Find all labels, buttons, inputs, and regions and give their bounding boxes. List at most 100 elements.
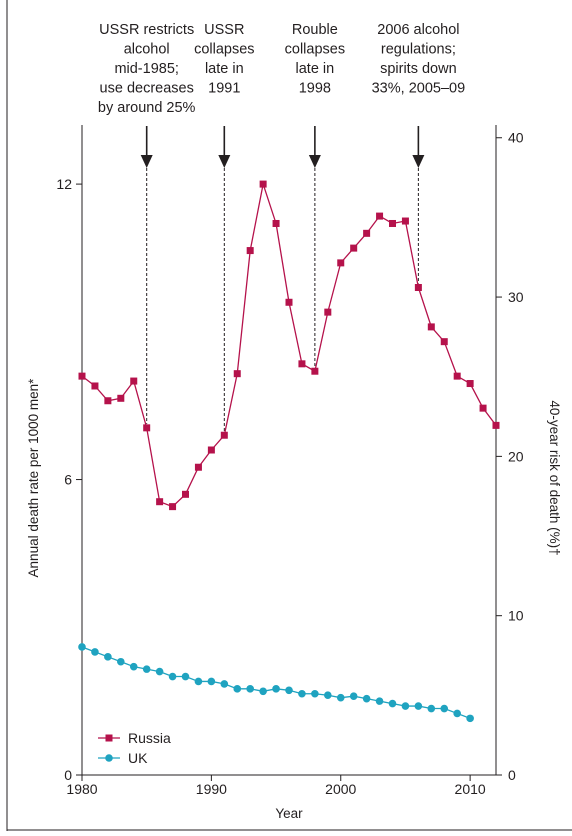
legend-uk-marker bbox=[105, 754, 113, 762]
annotation-label-line: mid-1985; bbox=[114, 61, 178, 77]
russia-data-point bbox=[376, 212, 384, 220]
russia-data-point bbox=[182, 490, 189, 498]
annotation-label-line: collapses bbox=[194, 42, 254, 58]
uk-data-point bbox=[466, 714, 474, 723]
y-left-tick-label: 6 bbox=[64, 472, 72, 488]
axes-layer bbox=[81, 125, 497, 776]
uk-data-point bbox=[453, 709, 461, 718]
uk-data-point bbox=[414, 702, 423, 710]
russia-data-point bbox=[298, 360, 306, 368]
russia-data-point bbox=[233, 370, 241, 378]
y-left-tick-label: 12 bbox=[56, 176, 72, 192]
russia-data-point bbox=[479, 404, 487, 412]
uk-data-point bbox=[311, 689, 319, 698]
russia-data-point bbox=[453, 372, 461, 380]
y-right-tick-label: 30 bbox=[508, 289, 524, 305]
y-axis-left-title: Annual death rate per 1000 men* bbox=[26, 378, 41, 578]
russia-data-point bbox=[272, 219, 280, 227]
annotation-label-line: by around 25% bbox=[98, 100, 196, 116]
series-layer bbox=[78, 180, 500, 723]
russia-data-point bbox=[492, 421, 500, 429]
russia-data-point bbox=[311, 367, 319, 375]
annotation-label-line: spirits down bbox=[380, 61, 457, 77]
russia-data-point bbox=[156, 498, 164, 506]
russia-data-point bbox=[401, 217, 409, 225]
uk-data-point bbox=[194, 677, 203, 686]
x-tick-label: 1980 bbox=[66, 781, 97, 797]
russia-data-point bbox=[285, 298, 293, 306]
russia-data-point bbox=[207, 446, 215, 454]
russia-data-point bbox=[130, 377, 138, 385]
russia-series-line bbox=[81, 181, 497, 508]
russia-data-point bbox=[389, 219, 396, 227]
x-tick-label: 1990 bbox=[196, 781, 227, 797]
uk-data-point bbox=[78, 643, 86, 651]
y-right-tick-label: 20 bbox=[508, 448, 524, 464]
uk-data-point bbox=[207, 677, 216, 686]
russia-data-point bbox=[427, 323, 435, 331]
russia-data-point bbox=[324, 308, 332, 316]
x-axis-title: Year bbox=[275, 806, 303, 821]
uk-data-point bbox=[259, 687, 267, 696]
ticks-layer: 1980 1990 2000 2010 0 6 12 0 10 20 30 40 bbox=[56, 130, 523, 797]
uk-data-point bbox=[233, 685, 242, 693]
annotation-label-line: use decreases bbox=[100, 81, 194, 97]
russia-data-point bbox=[104, 397, 112, 405]
annotation-label-line: alcohol bbox=[124, 42, 170, 58]
uk-data-point bbox=[298, 689, 306, 698]
uk-data-point bbox=[440, 704, 449, 713]
annotation-label-line: 33%, 2005–09 bbox=[372, 81, 466, 97]
y-right-tick-label: 0 bbox=[508, 767, 516, 783]
russia-data-point bbox=[143, 424, 151, 432]
russia-data-point bbox=[337, 259, 345, 267]
annotation-label-line: regulations; bbox=[381, 42, 456, 58]
uk-data-point bbox=[427, 704, 436, 713]
annotation-arrow-head bbox=[218, 155, 231, 168]
annotation-label-line: late in bbox=[205, 61, 244, 77]
uk-data-point bbox=[375, 697, 384, 705]
annotation-label-line: 2006 alcohol bbox=[377, 22, 459, 38]
legend-russia-label: Russia bbox=[128, 730, 171, 746]
y-right-tick-label: 40 bbox=[508, 130, 524, 146]
uk-data-point bbox=[349, 692, 358, 701]
uk-data-point bbox=[91, 648, 99, 656]
uk-data-point bbox=[117, 657, 125, 666]
russia-data-point bbox=[220, 431, 228, 439]
russia-data-point bbox=[259, 180, 267, 188]
russia-data-point bbox=[194, 463, 202, 471]
russia-data-point bbox=[246, 247, 254, 255]
annotation-arrow-head bbox=[140, 155, 153, 168]
x-tick-label: 2000 bbox=[325, 781, 356, 797]
russia-data-point bbox=[117, 394, 125, 402]
uk-data-point bbox=[336, 693, 345, 702]
annotation-label-line: late in bbox=[296, 61, 335, 77]
russia-data-point bbox=[91, 382, 99, 390]
y-axis-right-title: 40-year risk of death (%)† bbox=[547, 400, 562, 555]
uk-data-point bbox=[362, 694, 371, 703]
annotation-label-line: USSR restricts bbox=[99, 22, 194, 38]
russia-data-point bbox=[466, 380, 474, 388]
legend-uk-label: UK bbox=[128, 750, 148, 766]
legend: Russia UK bbox=[98, 730, 171, 766]
annotation-label-line: 1991 bbox=[208, 81, 240, 97]
uk-data-point bbox=[220, 680, 229, 688]
uk-series-line bbox=[81, 646, 471, 719]
russia-data-point bbox=[414, 284, 422, 291]
uk-data-point bbox=[324, 691, 332, 700]
uk-data-point bbox=[388, 699, 397, 708]
uk-data-point bbox=[401, 702, 410, 710]
uk-data-point bbox=[129, 662, 138, 671]
annotation-arrow-head bbox=[308, 155, 321, 168]
y-left-tick-label: 0 bbox=[64, 767, 72, 783]
russia-data-point bbox=[78, 372, 86, 380]
y-right-tick-label: 10 bbox=[508, 608, 524, 624]
uk-data-point bbox=[246, 685, 254, 693]
x-tick-label: 2010 bbox=[455, 781, 486, 797]
annotation-label-line: Rouble bbox=[292, 22, 338, 38]
russia-data-point bbox=[169, 503, 177, 511]
legend-russia-marker bbox=[105, 734, 113, 742]
annotation-arrow-head bbox=[412, 155, 425, 168]
russia-data-point bbox=[350, 244, 358, 252]
